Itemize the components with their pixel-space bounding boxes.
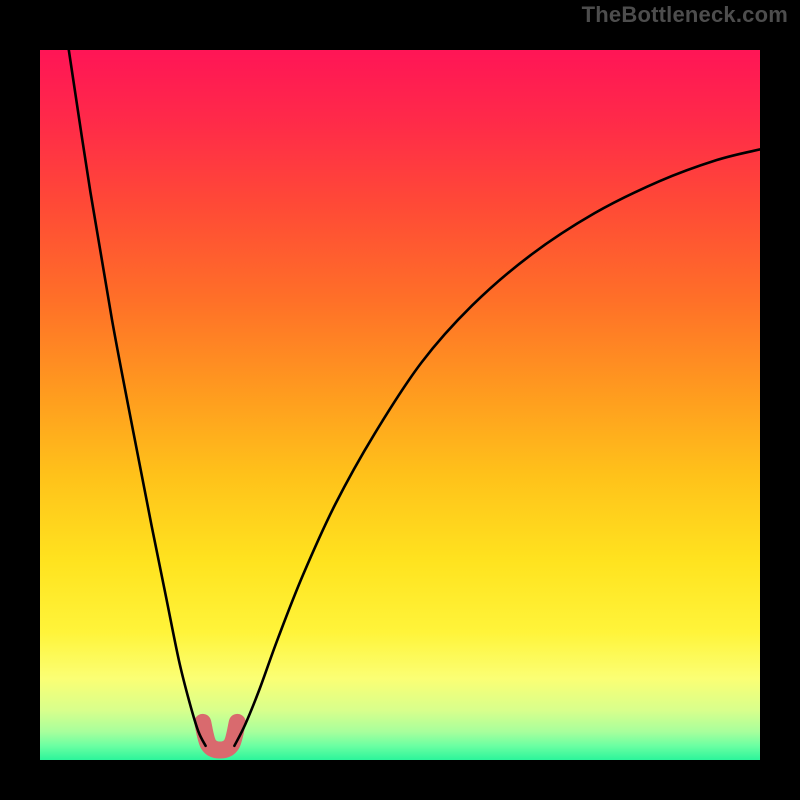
chart-container: TheBottleneck.com xyxy=(0,0,800,800)
watermark-text: TheBottleneck.com xyxy=(582,2,788,28)
plot-area xyxy=(40,50,760,760)
gradient-background xyxy=(40,50,760,760)
plot-svg xyxy=(40,50,760,760)
